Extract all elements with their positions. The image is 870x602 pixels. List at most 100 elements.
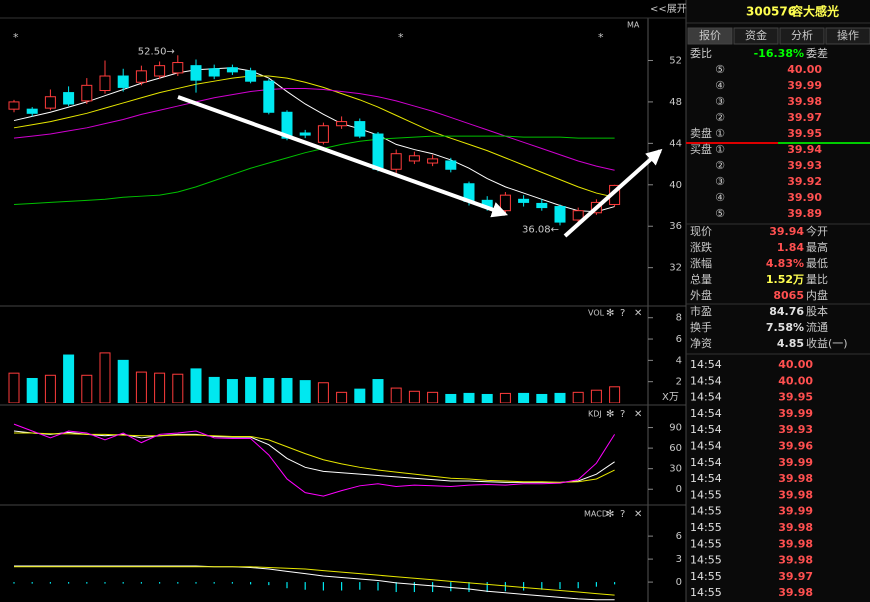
trade-time: 14:54 xyxy=(690,423,722,436)
candle-body xyxy=(390,153,402,170)
stat-value: 39.94 xyxy=(769,225,804,238)
tool-icon[interactable]: ✕ xyxy=(634,308,642,319)
volume-bar xyxy=(26,377,38,403)
y-tick-label: 44 xyxy=(669,138,682,149)
trade-price: 39.98 xyxy=(778,586,813,599)
trade-time: 14:54 xyxy=(690,456,722,469)
level-mark: ③ xyxy=(715,175,725,188)
y-tick-label: 2 xyxy=(676,377,682,388)
stat-label: 内盘 xyxy=(806,288,828,302)
side-panel xyxy=(686,0,870,602)
trade-price: 39.98 xyxy=(778,554,813,567)
tool-icon[interactable]: ✻ xyxy=(606,409,614,420)
tool-icon[interactable]: ✕ xyxy=(634,509,642,520)
level-mark: ① xyxy=(715,127,725,140)
tab-label[interactable]: 报价 xyxy=(699,28,721,42)
tab[interactable] xyxy=(733,27,779,45)
macd-bar xyxy=(577,582,579,589)
level-mark: ⑤ xyxy=(715,63,725,76)
y-tick-label: 40 xyxy=(669,180,682,191)
volume-bar xyxy=(481,393,493,403)
candle-body xyxy=(44,96,56,109)
expand-button[interactable]: <<展开 xyxy=(650,3,687,15)
volume-bar xyxy=(609,386,621,403)
y-tick-label: 8 xyxy=(676,313,682,324)
candle-body xyxy=(336,121,348,127)
volume-bar xyxy=(117,359,129,403)
candle-body xyxy=(135,70,147,83)
candle-body xyxy=(518,198,530,203)
macd-bar xyxy=(195,582,197,584)
macd-bar xyxy=(486,582,488,593)
stat-label: 收益(一) xyxy=(806,336,848,350)
tab-label[interactable]: 资金 xyxy=(745,28,767,42)
trade-time: 14:54 xyxy=(690,472,722,485)
trade-price: 39.98 xyxy=(778,488,813,501)
tab-label[interactable]: 分析 xyxy=(791,28,813,42)
macd-bar xyxy=(86,582,88,584)
level-price: 39.89 xyxy=(787,207,822,220)
macd-bar xyxy=(432,582,434,593)
volume-bar xyxy=(427,391,439,403)
trade-time: 14:55 xyxy=(690,521,722,534)
candle-body xyxy=(81,84,93,102)
stat-label: 总量 xyxy=(690,272,712,286)
tab-label[interactable]: 操作 xyxy=(837,28,859,42)
plot-area xyxy=(8,352,621,403)
tool-icon[interactable]: ? xyxy=(620,509,625,520)
y-tick-label: 6 xyxy=(676,334,682,345)
tab[interactable] xyxy=(687,27,733,45)
candle-body xyxy=(499,194,511,212)
volume-bar xyxy=(263,377,275,403)
trade-time: 14:55 xyxy=(690,488,722,501)
y-tick-label: 60 xyxy=(669,443,682,454)
plot-area xyxy=(13,423,616,497)
volume-bar xyxy=(445,393,457,403)
volume-bar xyxy=(135,371,147,403)
macd-bar xyxy=(231,582,233,584)
trade-time: 14:54 xyxy=(690,440,722,453)
volume-bar xyxy=(372,379,384,403)
stat-label: 涨幅 xyxy=(690,257,712,270)
indicator-label: VOL xyxy=(588,309,605,318)
candle-body xyxy=(99,75,111,92)
tool-icon[interactable]: ? xyxy=(620,409,625,420)
trade-price: 39.96 xyxy=(778,440,813,453)
trade-time: 14:54 xyxy=(690,391,722,404)
stat-value: 1.84 xyxy=(777,241,804,254)
stat-label: 涨跌 xyxy=(690,240,712,254)
tab[interactable] xyxy=(779,27,825,45)
y-tick-label: 4 xyxy=(676,355,682,366)
tab[interactable] xyxy=(825,27,870,45)
macd-bar xyxy=(395,582,397,593)
indicator-label: KDJ xyxy=(588,410,602,419)
tool-icon[interactable]: ? xyxy=(620,308,625,319)
stat-label: 市盈 xyxy=(690,304,712,318)
plot-area xyxy=(8,55,621,226)
y-tick-label: 90 xyxy=(669,423,682,434)
tool-icon[interactable]: ✕ xyxy=(634,409,642,420)
level-price: 39.99 xyxy=(787,79,822,92)
tool-icon[interactable]: ✻ xyxy=(606,509,614,520)
volume-bar xyxy=(208,376,220,403)
trade-time: 14:54 xyxy=(690,358,722,371)
macd-bar xyxy=(49,582,51,584)
volume-bar xyxy=(536,393,548,403)
y-tick-label: 0 xyxy=(676,484,682,495)
level-price: 40.00 xyxy=(787,63,822,76)
stat-label: 净资 xyxy=(690,336,712,350)
y-tick-label: 36 xyxy=(669,221,682,232)
stat-label: 最高 xyxy=(806,240,828,254)
y-tick-label: 32 xyxy=(669,263,682,274)
macd-bar xyxy=(250,582,252,585)
volume-bar xyxy=(63,354,75,403)
macd-bar xyxy=(31,582,33,584)
macd-bar xyxy=(140,582,142,584)
volume-bar xyxy=(554,392,566,403)
stat-label: 换手 xyxy=(690,320,712,334)
tool-icon[interactable]: ✻ xyxy=(606,308,614,319)
candle-body xyxy=(226,67,238,73)
y-tick-label: 48 xyxy=(669,97,682,108)
macd-bar xyxy=(377,582,379,591)
